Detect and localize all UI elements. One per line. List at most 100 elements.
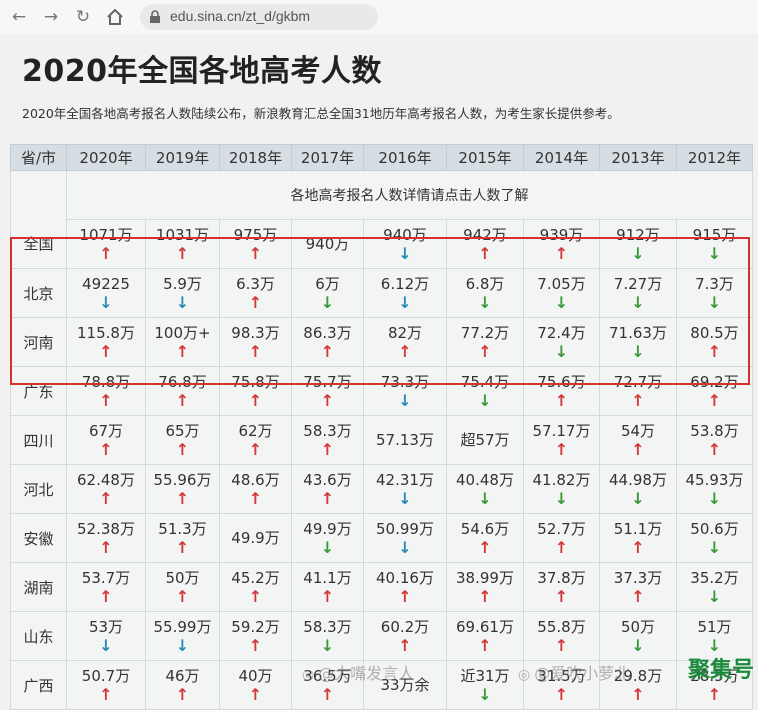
count-cell[interactable]: 40万 ↑ xyxy=(219,660,292,710)
count-cell[interactable]: 73.3万 ↓ xyxy=(363,366,447,416)
count-cell[interactable]: 45.93万 ↓ xyxy=(676,464,753,514)
count-value[interactable]: 42.31万 xyxy=(376,470,434,489)
count-cell[interactable]: 51.3万 ↑ xyxy=(145,513,220,563)
count-cell[interactable]: 76.8万 ↑ xyxy=(145,366,220,416)
count-cell[interactable]: 40.48万 ↓ xyxy=(446,464,524,514)
count-value[interactable]: 69.61万 xyxy=(456,617,514,636)
count-value[interactable]: 915万 xyxy=(692,225,737,244)
count-cell[interactable]: 69.61万 ↑ xyxy=(446,611,524,661)
arrow-right-icon[interactable]: → xyxy=(43,7,59,27)
count-value[interactable]: 57.17万 xyxy=(532,421,591,440)
count-cell[interactable]: 75.4万 ↓ xyxy=(446,366,524,416)
count-value[interactable]: 7.3万 xyxy=(695,274,734,293)
count-cell[interactable]: 6.12万 ↓ xyxy=(363,268,447,318)
count-value[interactable]: 超57万 xyxy=(460,430,510,449)
count-value[interactable]: 33万余 xyxy=(380,675,430,694)
count-value[interactable]: 98.3万 xyxy=(231,323,280,342)
count-value[interactable]: 75.7万 xyxy=(303,372,352,391)
count-value[interactable]: 46万 xyxy=(165,666,200,685)
count-cell[interactable]: 67万 ↑ xyxy=(66,415,146,465)
count-value[interactable]: 50.99万 xyxy=(376,519,434,538)
count-cell[interactable]: 59.2万 ↑ xyxy=(219,611,292,661)
count-value[interactable]: 57.13万 xyxy=(376,430,434,449)
count-cell[interactable]: 6.3万 ↑ xyxy=(219,268,292,318)
count-cell[interactable]: 58.3万 ↑ xyxy=(291,415,364,465)
count-value[interactable]: 78.8万 xyxy=(81,372,131,391)
count-value[interactable]: 62万 xyxy=(238,421,273,440)
count-cell[interactable]: 60.2万 ↑ xyxy=(363,611,447,661)
count-cell[interactable]: 超57万 xyxy=(446,415,524,465)
count-value[interactable]: 6.3万 xyxy=(236,274,275,293)
count-cell[interactable]: 49225 ↓ xyxy=(66,268,146,318)
count-cell[interactable]: 940万 xyxy=(291,219,364,269)
count-cell[interactable]: 72.7万 ↑ xyxy=(599,366,677,416)
count-value[interactable]: 51.3万 xyxy=(158,519,207,538)
count-cell[interactable]: 53万 ↓ xyxy=(66,611,146,661)
count-value[interactable]: 52.38万 xyxy=(77,519,135,538)
count-value[interactable]: 54万 xyxy=(620,421,656,440)
count-cell[interactable]: 35.2万 ↓ xyxy=(676,562,753,612)
count-value[interactable]: 71.63万 xyxy=(609,323,667,342)
count-cell[interactable]: 62.48万 ↑ xyxy=(66,464,146,514)
count-value[interactable]: 86.3万 xyxy=(303,323,352,342)
count-cell[interactable]: 71.63万 ↓ xyxy=(599,317,677,367)
count-cell[interactable]: 53.7万 ↑ xyxy=(66,562,146,612)
count-value[interactable]: 58.3万 xyxy=(303,421,352,440)
count-cell[interactable]: 69.2万 ↑ xyxy=(676,366,753,416)
count-value[interactable]: 65万 xyxy=(165,421,200,440)
count-value[interactable]: 28.5万 xyxy=(690,666,739,685)
count-cell[interactable]: 50.6万 ↓ xyxy=(676,513,753,563)
count-value[interactable]: 29.8万 xyxy=(613,666,663,685)
count-cell[interactable]: 82万 ↑ xyxy=(363,317,447,367)
count-value[interactable]: 44.98万 xyxy=(609,470,667,489)
count-value[interactable]: 近31万 xyxy=(460,666,510,685)
count-value[interactable]: 50万 xyxy=(165,568,200,587)
count-value[interactable]: 49225 xyxy=(82,274,130,293)
count-value[interactable]: 115.8万 xyxy=(77,323,135,342)
count-cell[interactable]: 915万 ↓ xyxy=(676,219,753,269)
count-cell[interactable]: 58.3万 ↓ xyxy=(291,611,364,661)
count-cell[interactable]: 75.7万 ↑ xyxy=(291,366,364,416)
count-value[interactable]: 43.6万 xyxy=(303,470,352,489)
count-cell[interactable]: 7.05万 ↓ xyxy=(523,268,600,318)
count-value[interactable]: 75.4万 xyxy=(460,372,510,391)
count-cell[interactable]: 78.8万 ↑ xyxy=(66,366,146,416)
count-cell[interactable]: 100万+ ↑ xyxy=(145,317,220,367)
count-cell[interactable]: 49.9万 xyxy=(219,513,292,563)
count-value[interactable]: 1071万 xyxy=(79,225,133,244)
count-value[interactable]: 912万 xyxy=(616,225,660,244)
arrow-left-icon[interactable]: ← xyxy=(11,7,27,27)
site-info-icon[interactable] xyxy=(149,10,161,24)
count-cell[interactable]: 42.31万 ↓ xyxy=(363,464,447,514)
count-value[interactable]: 5.9万 xyxy=(163,274,202,293)
count-value[interactable]: 6万 xyxy=(315,274,340,293)
count-cell[interactable]: 44.98万 ↓ xyxy=(599,464,677,514)
count-cell[interactable]: 75.8万 ↑ xyxy=(219,366,292,416)
count-cell[interactable]: 52.38万 ↑ xyxy=(66,513,146,563)
count-cell[interactable]: 5.9万 ↓ xyxy=(145,268,220,318)
count-cell[interactable]: 7.27万 ↓ xyxy=(599,268,677,318)
count-value[interactable]: 49.9万 xyxy=(303,519,352,538)
count-cell[interactable]: 1031万 ↑ xyxy=(145,219,220,269)
count-cell[interactable]: 57.13万 xyxy=(363,415,447,465)
count-value[interactable]: 50.6万 xyxy=(690,519,739,538)
count-cell[interactable]: 75.6万 ↑ xyxy=(523,366,600,416)
count-value[interactable]: 73.3万 xyxy=(380,372,430,391)
count-cell[interactable]: 1071万 ↑ xyxy=(66,219,146,269)
count-cell[interactable]: 57.17万 ↑ xyxy=(523,415,600,465)
count-cell[interactable]: 53.8万 ↑ xyxy=(676,415,753,465)
count-cell[interactable]: 77.2万 ↑ xyxy=(446,317,524,367)
count-value[interactable]: 60.2万 xyxy=(380,617,430,636)
count-value[interactable]: 49.9万 xyxy=(231,528,280,547)
count-cell[interactable]: 51万 ↓ xyxy=(676,611,753,661)
count-cell[interactable]: 41.82万 ↓ xyxy=(523,464,600,514)
address-bar[interactable]: edu.sina.cn/zt_d/gkbm xyxy=(140,4,378,30)
count-value[interactable]: 72.7万 xyxy=(613,372,663,391)
count-value[interactable]: 6.8万 xyxy=(465,274,505,293)
count-cell[interactable]: 975万 ↑ xyxy=(219,219,292,269)
count-cell[interactable]: 98.3万 ↑ xyxy=(219,317,292,367)
count-value[interactable]: 55.99万 xyxy=(153,617,212,636)
count-value[interactable]: 31.5万 xyxy=(537,666,586,685)
count-cell[interactable]: 41.1万 ↑ xyxy=(291,562,364,612)
count-cell[interactable]: 50.7万 ↑ xyxy=(66,660,146,710)
